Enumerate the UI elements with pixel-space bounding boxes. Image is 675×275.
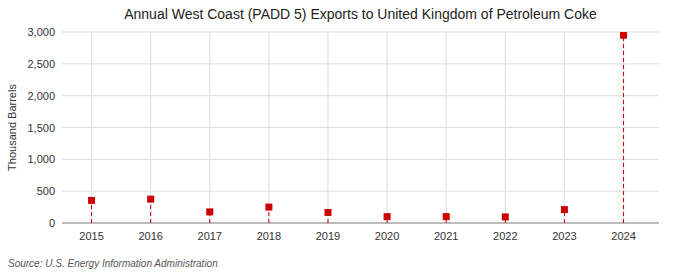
y-tick-label: 2,000	[27, 90, 55, 102]
x-tick-label: 2015	[79, 230, 103, 242]
y-tick-label: 1,000	[27, 153, 55, 165]
marker	[147, 196, 154, 203]
x-tick-label: 2019	[316, 230, 340, 242]
x-tick-label: 2022	[493, 230, 517, 242]
marker	[324, 209, 331, 216]
y-tick-label: 1,500	[27, 122, 55, 134]
x-tick-label: 2023	[552, 230, 576, 242]
y-grid-line	[62, 127, 659, 128]
chart: 0 500 1,000 1,500 2,000 2,500 3,000 2015 2016 201…	[0, 0, 675, 275]
y-tick-label: 500	[37, 185, 55, 197]
marker	[561, 206, 568, 213]
x-grid-line	[150, 32, 151, 223]
chart-container: 0 500 1,000 1,500 2,000 2,500 3,000 2015 2016 201…	[0, 0, 675, 275]
axes: 0 500 1,000 1,500 2,000 2,500 3,000 2015 2016 201…	[27, 26, 659, 242]
x-tick-label: 2018	[257, 230, 281, 242]
marker	[443, 213, 450, 220]
y-grid-line	[62, 159, 659, 160]
marker	[206, 208, 213, 215]
x-grid-line	[387, 32, 388, 223]
x-grid-line	[91, 32, 92, 223]
marker	[88, 197, 95, 204]
y-tick-label: 3,000	[27, 26, 55, 38]
y-grid-line	[62, 63, 659, 64]
x-grid-line	[505, 32, 506, 223]
x-grid-line	[564, 32, 565, 223]
stem	[150, 199, 151, 223]
x-axis-line	[62, 223, 659, 224]
marker	[265, 204, 272, 211]
marks	[88, 32, 627, 223]
y-axis-label: Thousand Barrels	[6, 84, 18, 171]
grid	[62, 32, 659, 223]
x-tick-label: 2016	[138, 230, 162, 242]
x-grid-line	[327, 32, 328, 223]
source-note: Source: U.S. Energy Information Administ…	[8, 258, 218, 269]
y-grid-line	[62, 95, 659, 96]
x-tick-label: 2021	[434, 230, 458, 242]
y-tick-label: 0	[49, 217, 55, 229]
marker	[620, 32, 627, 39]
x-grid-line	[268, 32, 269, 223]
x-grid-line	[209, 32, 210, 223]
x-grid-line	[623, 32, 624, 223]
marker	[502, 213, 509, 220]
y-grid-line	[62, 223, 659, 224]
x-tick-label: 2020	[375, 230, 399, 242]
title: Annual West Coast (PADD 5) Exports to Un…	[124, 6, 597, 22]
x-tick-label: 2024	[611, 230, 635, 242]
y-grid-line	[62, 32, 659, 33]
y-grid-line	[62, 191, 659, 192]
x-grid-line	[446, 32, 447, 223]
x-tick-label: 2017	[198, 230, 222, 242]
y-tick-label: 2,500	[27, 58, 55, 70]
stem	[623, 35, 624, 223]
marker	[384, 213, 391, 220]
